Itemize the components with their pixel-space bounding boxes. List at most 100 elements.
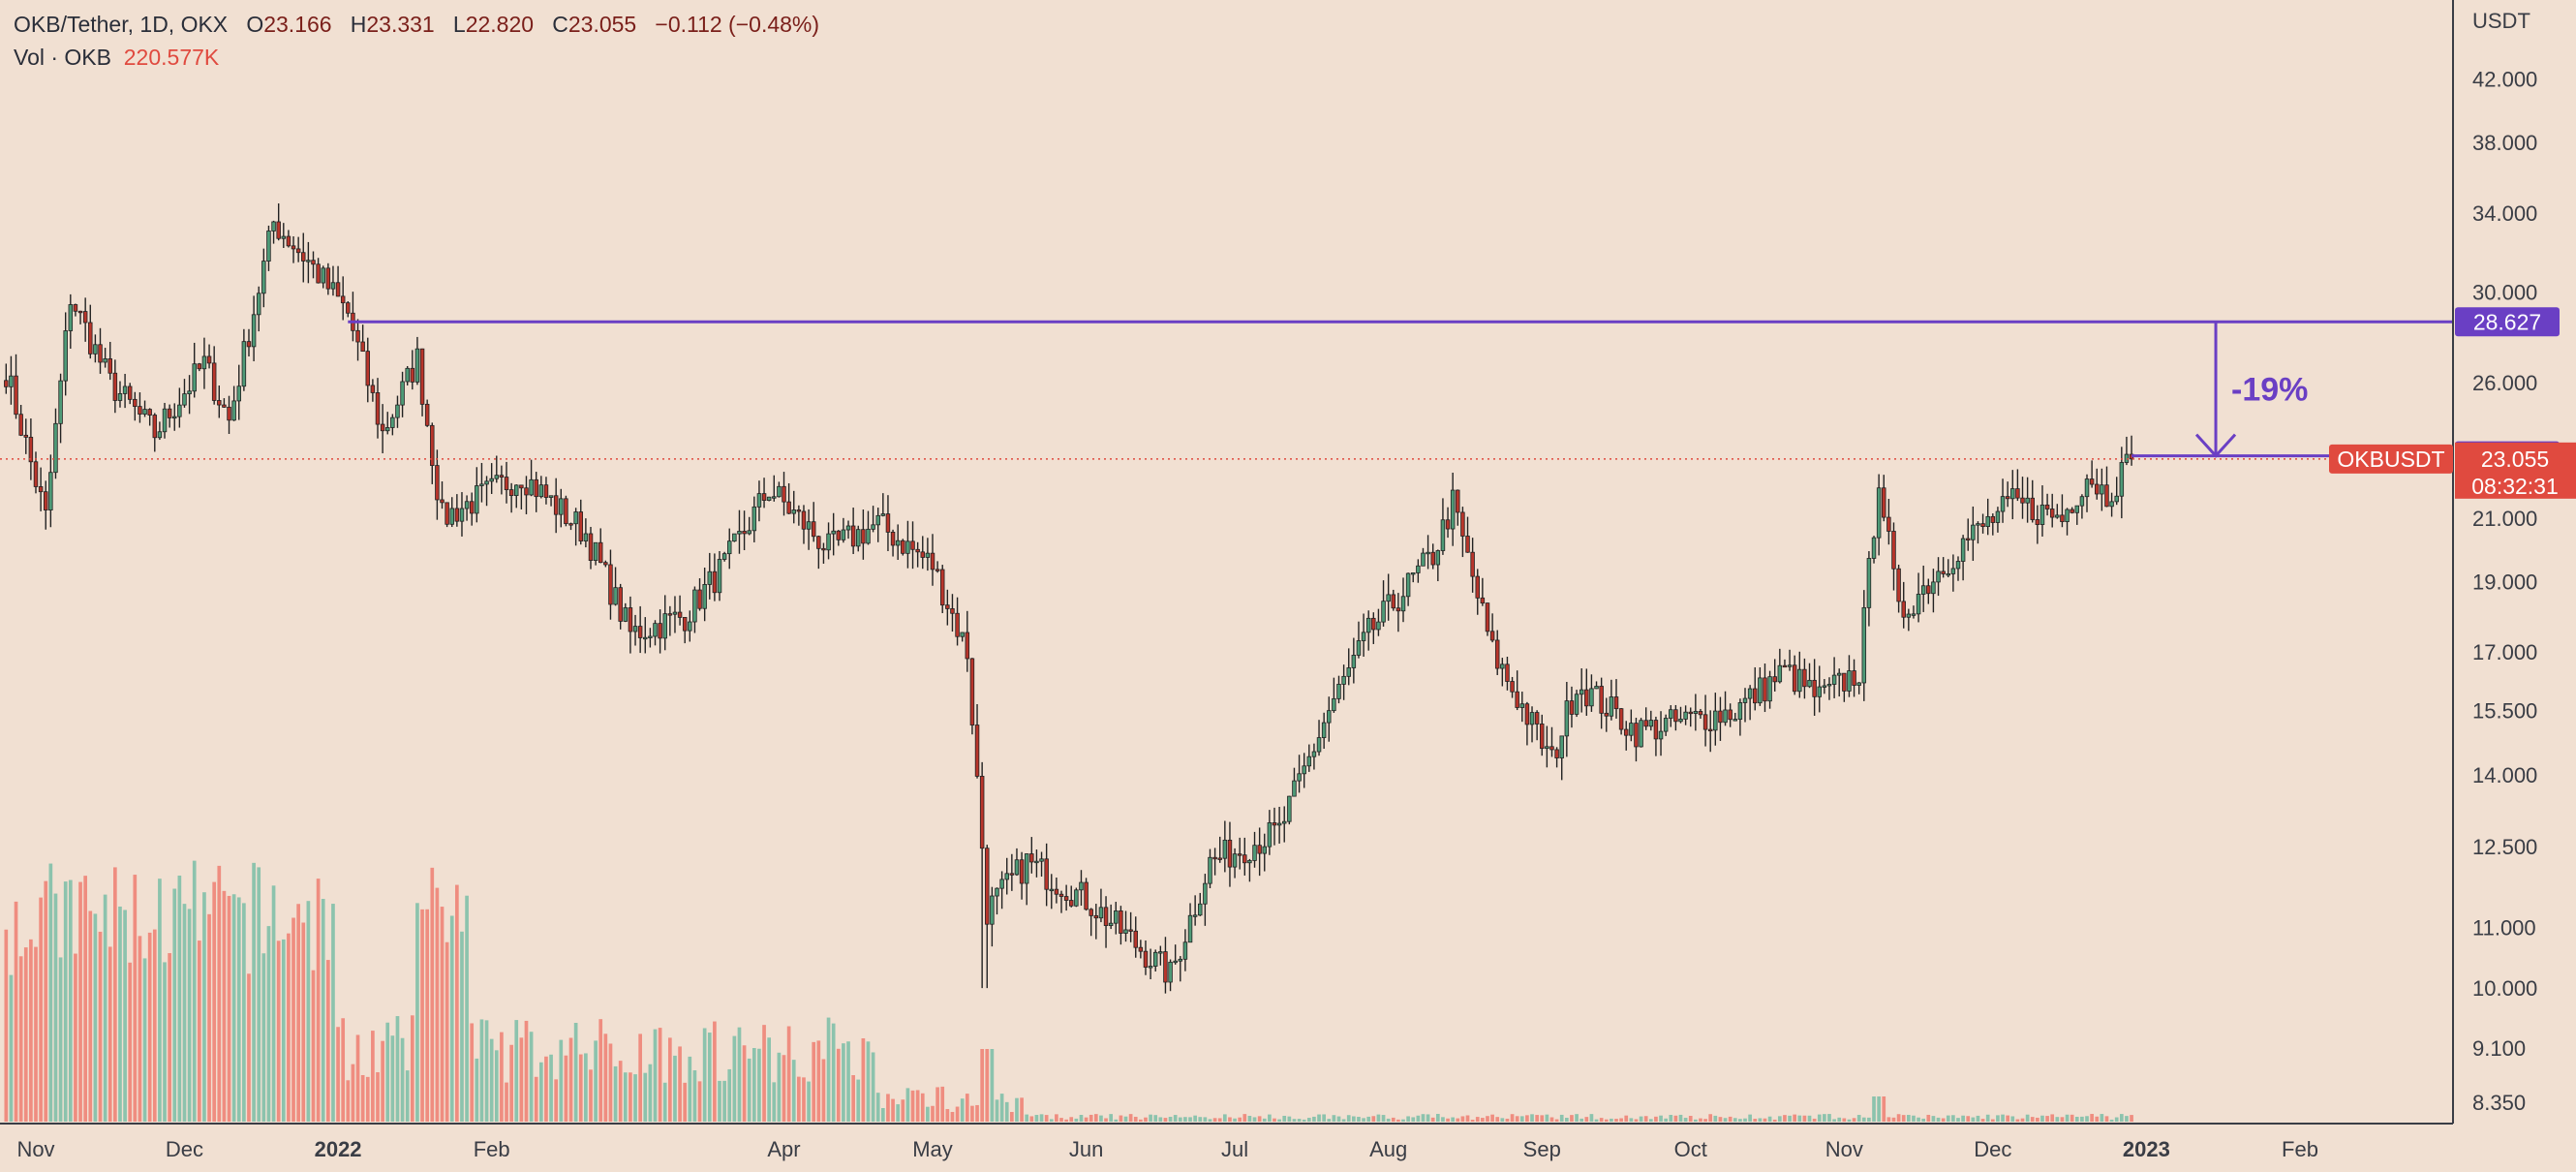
volume-bar [489,1038,494,1122]
volume-bar [2050,1114,2055,1122]
symbol-title[interactable]: OKB/Tether, 1D, OKX [14,12,229,37]
volume-bar [266,926,271,1122]
volume-label[interactable]: Vol · OKB [14,45,111,70]
volume-bar [514,1020,519,1122]
volume-bar [653,1029,658,1122]
volume-bar [608,1043,613,1122]
drop-arrow-head [2194,433,2237,458]
volume-bar [935,1087,939,1122]
volume-bar [955,1106,960,1122]
candle-body [410,367,415,383]
volume-bar [1530,1114,1534,1122]
volume-bar [1579,1118,1584,1122]
candle-body [256,293,261,316]
candle-body [1861,606,1867,684]
candle-body [915,548,920,553]
candle-body [449,508,454,525]
volume-bar [187,909,192,1122]
candle-body [782,485,786,503]
candle-body [1847,670,1852,692]
volume-bar [767,1037,772,1122]
candle-body [68,304,74,331]
volume-bar [1624,1115,1629,1122]
candle-body [157,431,163,439]
volume-bar [168,953,171,1122]
candle-body [107,357,112,374]
x-tick-label: Sep [1523,1137,1561,1161]
candle-body [632,626,638,632]
candle-body [1014,859,1020,876]
candle-body [1540,724,1545,750]
volume-bar [856,1079,861,1122]
volume-bar [1758,1118,1763,1122]
volume-bar [1178,1117,1182,1122]
volume-bar [2045,1116,2049,1122]
volume-bar [1971,1117,1976,1122]
volume-bar [236,897,241,1122]
volume-bar [1495,1117,1500,1122]
volume-bar [395,1016,400,1122]
x-tick-label: 2022 [315,1137,362,1161]
volume-bar [1673,1115,1678,1122]
volume-bar [905,1088,910,1122]
volume-bar [1421,1114,1426,1122]
volume-bar [88,910,93,1122]
candle-body [2104,484,2109,508]
candle-body [1549,746,1554,751]
volume-bar [410,1015,414,1122]
candle-body [910,540,915,550]
candle-body [737,531,742,535]
candle-body [850,525,856,547]
volume-bar [435,887,440,1122]
volume-bar [1352,1116,1356,1122]
candle-body [939,569,945,606]
volume-bar [1292,1119,1297,1122]
volume-bar [1570,1115,1574,1122]
candle-body [1971,524,1976,540]
y-tick-label: 10.000 [2472,976,2537,1001]
candle-body [1276,822,1282,826]
candle-body [266,231,271,262]
candle-body [464,501,470,509]
volume-bar [544,1056,548,1122]
volume-bar [980,1049,984,1122]
candle-body [63,330,68,382]
candle-body [152,415,158,439]
candle-body [18,414,23,436]
candle-body [360,341,365,353]
volume-bar [970,1105,974,1122]
volume-bar [74,953,77,1122]
candle-body [524,487,529,496]
candle-body [1084,881,1089,910]
candle-body [1143,950,1149,968]
y-tick-label: 34.000 [2472,201,2537,226]
volume-bar [1208,1119,1212,1122]
volume-bar [985,1049,990,1122]
volume-bar [68,879,73,1122]
candle-body [999,879,1004,889]
candle-body [1995,510,2001,523]
volume-bar [415,903,419,1122]
volume-bar [1505,1118,1510,1122]
volume-bar [1401,1119,1405,1122]
candle-body [1332,697,1336,712]
volume-bar [118,906,122,1122]
candle-body [172,416,177,419]
volume-bar [742,1045,747,1122]
candle-body [712,571,718,594]
volume-bar [1346,1115,1351,1122]
candle-body [291,245,296,250]
volume-bar [1441,1117,1445,1122]
candle-body [791,509,796,514]
candle-body [182,393,187,406]
volume-bar [18,956,23,1122]
volume-bar [276,941,281,1122]
candle-body [1648,720,1654,727]
candle-body [514,484,519,497]
candle-body [1489,631,1495,641]
candle-body [445,502,449,525]
candle-body [553,495,559,515]
volume-bar [152,929,157,1122]
volume-bar [1456,1118,1460,1122]
